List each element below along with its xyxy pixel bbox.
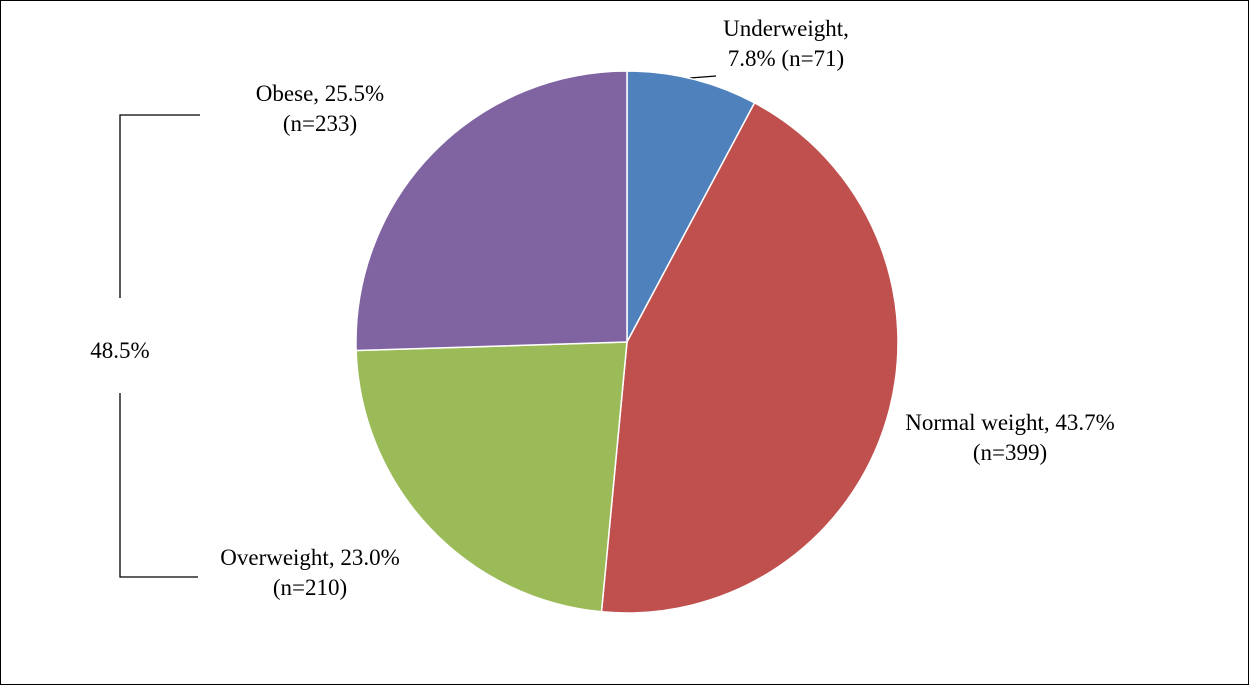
slice-label: Obese, 25.5% (n=233) — [255, 81, 385, 136]
bracket-bottom — [119, 393, 198, 578]
pie-slice — [626, 70, 756, 343]
slice-label: Underweight, 7.8% (n=71) — [723, 16, 849, 71]
bracket — [119, 75, 717, 578]
pie-slice — [355, 341, 628, 613]
annotation: 48.5% — [90, 338, 150, 363]
pie-slice — [355, 70, 628, 352]
leader-line — [689, 75, 717, 79]
slice-label: Normal weight, 43.7% (n=399) — [905, 410, 1115, 465]
pie-slice — [600, 101, 899, 614]
bracket-top — [119, 114, 200, 298]
slice-label: Overweight, 23.0% (n=210) — [220, 545, 400, 600]
